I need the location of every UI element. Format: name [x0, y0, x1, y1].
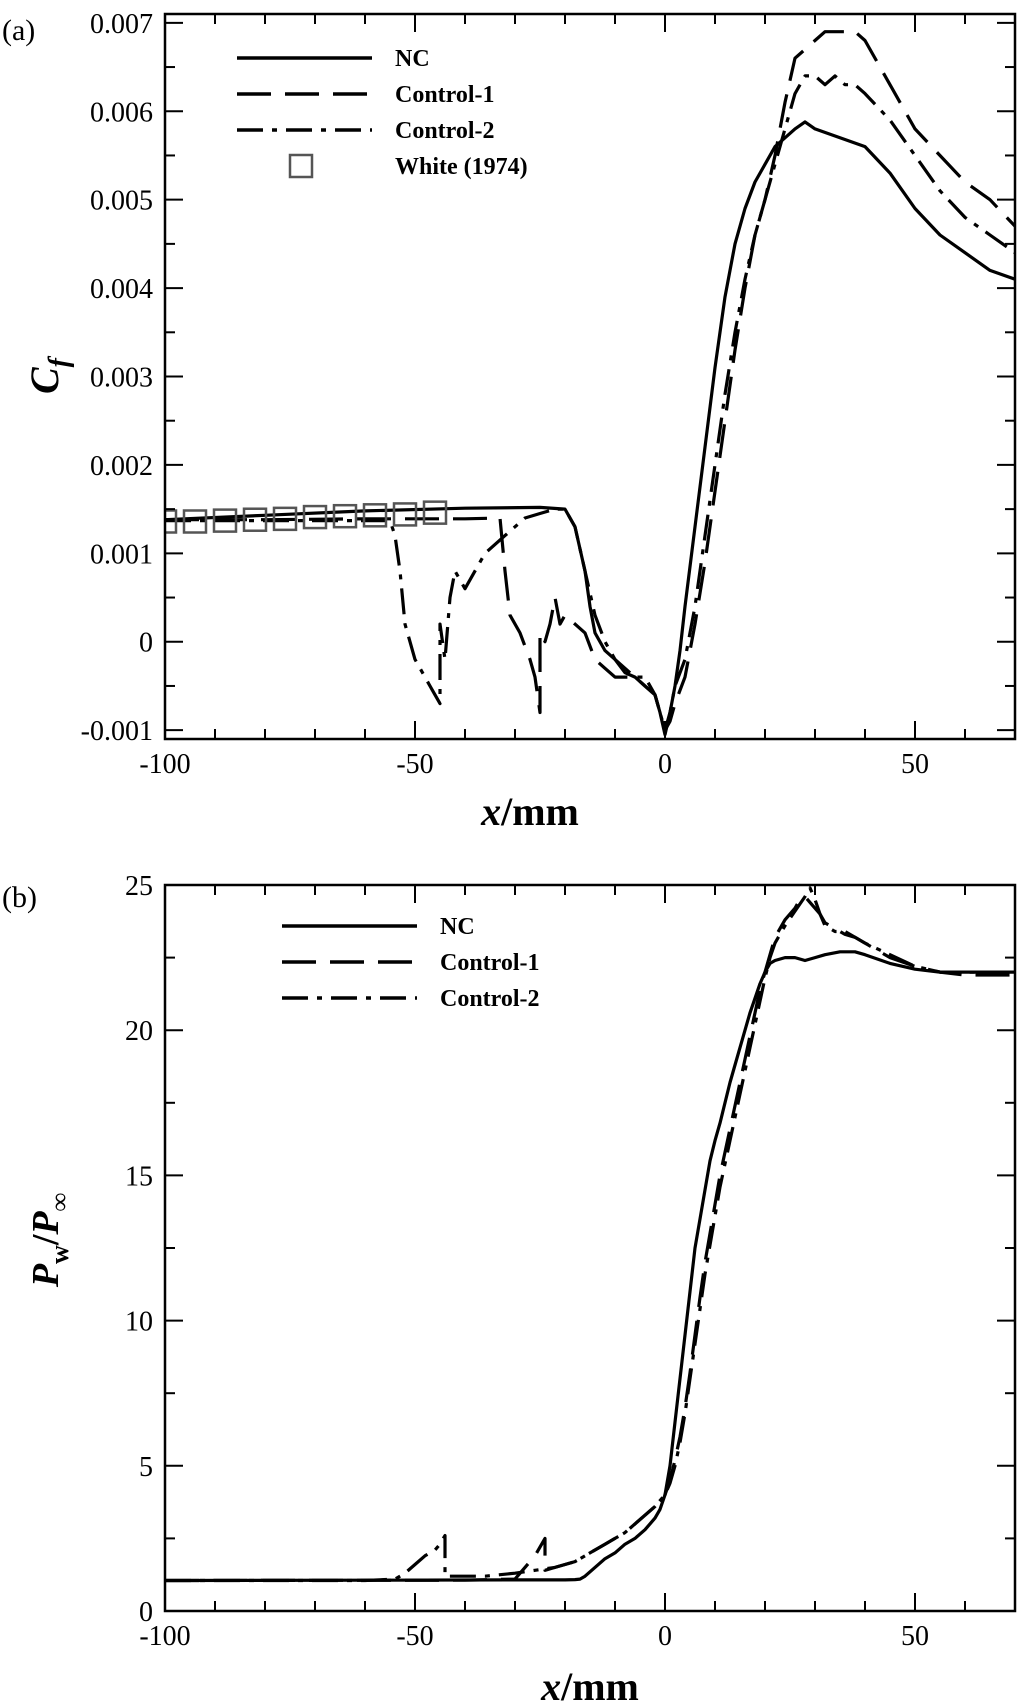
- panel-a-marker-white-1974: [422, 500, 448, 525]
- legend-label-white-1974: White (1974): [395, 154, 528, 180]
- panel-a-x-axis-unit: /mm: [500, 789, 579, 834]
- panel-a-marker-white-1974: [212, 508, 238, 533]
- panel-b-y-tick-label: 5: [139, 1452, 153, 1483]
- panel-b-x-tick-label: -50: [396, 1621, 433, 1652]
- panel-a-marker-white-1974: [272, 506, 298, 532]
- panel-b-x-axis-var: x: [540, 1664, 561, 1703]
- panel-b-x-tick-label: 0: [658, 1621, 672, 1652]
- panel-a-y-tick-label: 0.001: [90, 539, 153, 570]
- panel-a-plot-frame: [163, 12, 1017, 741]
- panel-a-legend: NC Control-1 Control-2 White (1974): [237, 46, 528, 180]
- panel-a-y-tick-label: 0.003: [90, 363, 153, 394]
- legend-label-control-2: Control-2: [395, 118, 495, 144]
- panel-a-x-tick-label: 0: [658, 749, 672, 780]
- panel-a-x-axis-title: x/mm: [480, 789, 579, 834]
- panel-b-series: [165, 886, 1015, 1583]
- panel-b-y-axis-var: P: [25, 1263, 67, 1288]
- panel-label-b: (b): [2, 881, 37, 914]
- panel-a-ticks: -100 -50 0 50 -0.001 0 0.001 0.002 0.003 0.004 0.0…: [81, 9, 1016, 780]
- panel-a-marker-white-1974: [332, 503, 358, 529]
- panel-a-y-tick-label: 0.004: [90, 274, 153, 305]
- panel-b-x-axis-title: x/mm: [540, 1664, 639, 1703]
- panel-a-marker-white-1974: [302, 504, 328, 530]
- panel-a-marker-white-1974: [242, 507, 268, 532]
- panel-b-series-nc: [165, 950, 1015, 1583]
- legend-label-control-1: Control-1: [395, 82, 495, 108]
- panel-a-y-axis-title: Cf: [22, 355, 75, 394]
- panel-b-ticks: -100 -50 0 50 0 5 10 15 20 25: [125, 871, 1016, 1652]
- panel-b-x-tick-label: 50: [901, 1621, 929, 1652]
- panel-a-y-tick-label: -0.001: [81, 716, 153, 747]
- panel-a-marker-white-1974: [182, 509, 208, 534]
- panel-a-series-control-1: [165, 30, 1015, 732]
- panel-b-series-control-2: [165, 886, 1015, 1583]
- panel-b-series-control-1: [165, 894, 1015, 1583]
- panel-a-x-tick-label: 50: [901, 749, 929, 780]
- panel-b-y-tick-label: 10: [125, 1307, 153, 1338]
- panel-b-y-axis-slash: /: [25, 1234, 67, 1246]
- panel-a: (a) -100 -50 0 50 -0.001 0 0.001 0.002 0.003 0.00…: [2, 9, 1017, 834]
- legend-label-control-2: Control-2: [440, 986, 540, 1012]
- panel-a-y-tick-label: 0.005: [90, 186, 153, 217]
- panel-b-y-tick-label: 0: [139, 1597, 153, 1628]
- panel-a-series-control-2: [165, 74, 1015, 732]
- legend-label-nc: NC: [440, 914, 475, 940]
- panel-a-y-tick-label: 0: [139, 628, 153, 659]
- panel-label-a: (a): [2, 14, 35, 47]
- panel-b-y-tick-label: 15: [125, 1161, 153, 1192]
- panel-b-y-axis-var2: P: [25, 1211, 67, 1236]
- panel-a-y-axis-sub: f: [44, 355, 75, 367]
- panel-b-y-tick-label: 25: [125, 871, 153, 902]
- panel-b-y-axis-sub2: ∞: [45, 1193, 74, 1212]
- panel-b-y-axis-sub: w: [45, 1245, 74, 1264]
- panel-b-y-tick-label: 20: [125, 1016, 153, 1047]
- panel-a-series: [165, 30, 1015, 737]
- panel-a-x-axis-var: x: [480, 789, 501, 834]
- legend-label-control-1: Control-1: [440, 950, 540, 976]
- panel-b-x-tick-label: -100: [139, 1621, 190, 1652]
- legend-marker-white-1974: [288, 153, 314, 179]
- panel-a-marker-white-1974: [165, 509, 178, 534]
- panel-b-legend: NC Control-1 Control-2: [282, 914, 540, 1012]
- panel-a-marker-white-1974: [392, 502, 418, 527]
- panel-a-x-tick-label: -50: [396, 749, 433, 780]
- panel-a-x-tick-label: -100: [139, 749, 190, 780]
- panel-b-plot-frame: [163, 883, 1017, 1613]
- legend-label-nc: NC: [395, 46, 430, 72]
- panel-a-y-tick-label: 0.006: [90, 97, 153, 128]
- panel-a-y-tick-label: 0.002: [90, 451, 153, 482]
- panel-a-y-tick-label: 0.007: [90, 9, 153, 40]
- panel-b-x-axis-unit: /mm: [560, 1664, 639, 1703]
- panel-a-y-axis-var: C: [22, 366, 67, 394]
- panel-b-y-axis-title: Pw/P∞: [25, 1193, 74, 1288]
- panel-b: (b) -100 -50 0 50 0 5 10 15 20 25 NC Control-1 Cont…: [2, 871, 1017, 1703]
- panel-a-marker-white-1974: [362, 503, 388, 528]
